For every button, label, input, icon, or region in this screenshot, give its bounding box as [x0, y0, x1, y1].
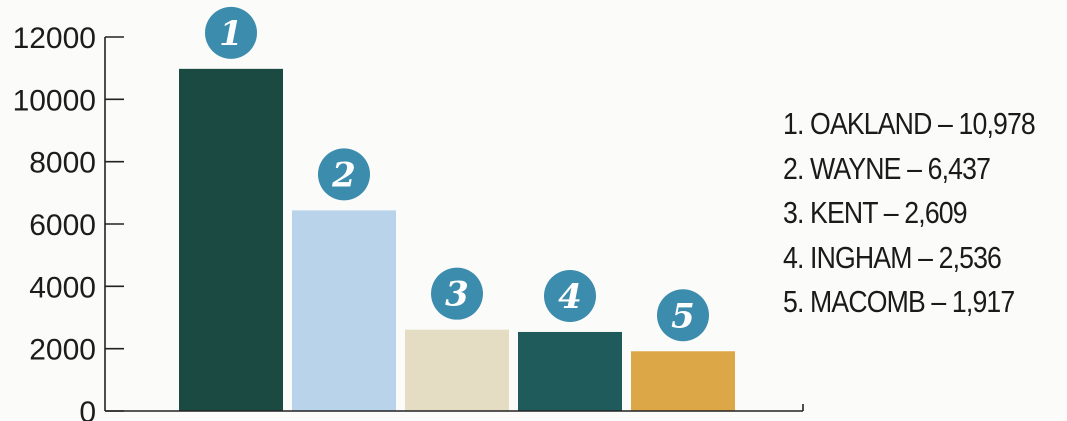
bar-oakland: [179, 68, 283, 412]
legend-item-oakland: 1. OAKLAND – 10,978: [783, 106, 1036, 141]
legend-item-macomb: 5. MACOMB – 1,917: [783, 284, 1015, 319]
legend: 1. OAKLAND – 10,978 2. WAYNE – 6,437 3. …: [783, 102, 1067, 325]
y-tick-label: 12000: [13, 22, 96, 55]
rank-badge: 1: [205, 6, 257, 59]
y-tick-label: 8000: [29, 147, 96, 180]
y-tick-label: 4000: [29, 271, 96, 304]
legend-item-wayne: 2. WAYNE – 6,437: [783, 150, 991, 186]
rank-badge-number: 3: [445, 275, 469, 315]
rank-badge: 2: [318, 148, 370, 201]
rank-badge: 5: [657, 289, 709, 342]
y-tick-label: 10000: [13, 84, 96, 117]
rank-badge-circle: [431, 267, 483, 320]
rank-badge: 3: [431, 267, 483, 320]
y-axis: 0 2000 4000 6000 8000 10000 12000: [13, 22, 124, 421]
bars: [179, 68, 735, 412]
bar-wayne: [292, 210, 396, 411]
rank-badge-circle: [544, 269, 596, 322]
rank-badge-number: 1: [219, 14, 243, 54]
rank-badge-circle: [657, 289, 709, 342]
y-tick-label: 2000: [29, 334, 96, 367]
rank-badge: 4: [544, 269, 596, 322]
rank-badge-number: 5: [671, 296, 695, 336]
rank-badge-number: 2: [331, 155, 356, 195]
legend-item-kent: 3. KENT – 2,609: [783, 195, 968, 230]
bar-kent: [405, 329, 509, 411]
bar-macomb: [631, 351, 735, 411]
rank-badges: 1 2 3 4 5: [205, 6, 709, 342]
y-tick-label: 0: [79, 396, 96, 421]
rank-badge-circle: [318, 148, 370, 201]
y-tick-label: 6000: [29, 209, 96, 242]
legend-item-ingham: 4. INGHAM – 2,536: [783, 239, 1002, 275]
bar-ingham: [518, 331, 622, 411]
rank-badge-number: 4: [558, 277, 582, 317]
rank-badge-circle: [205, 6, 257, 59]
